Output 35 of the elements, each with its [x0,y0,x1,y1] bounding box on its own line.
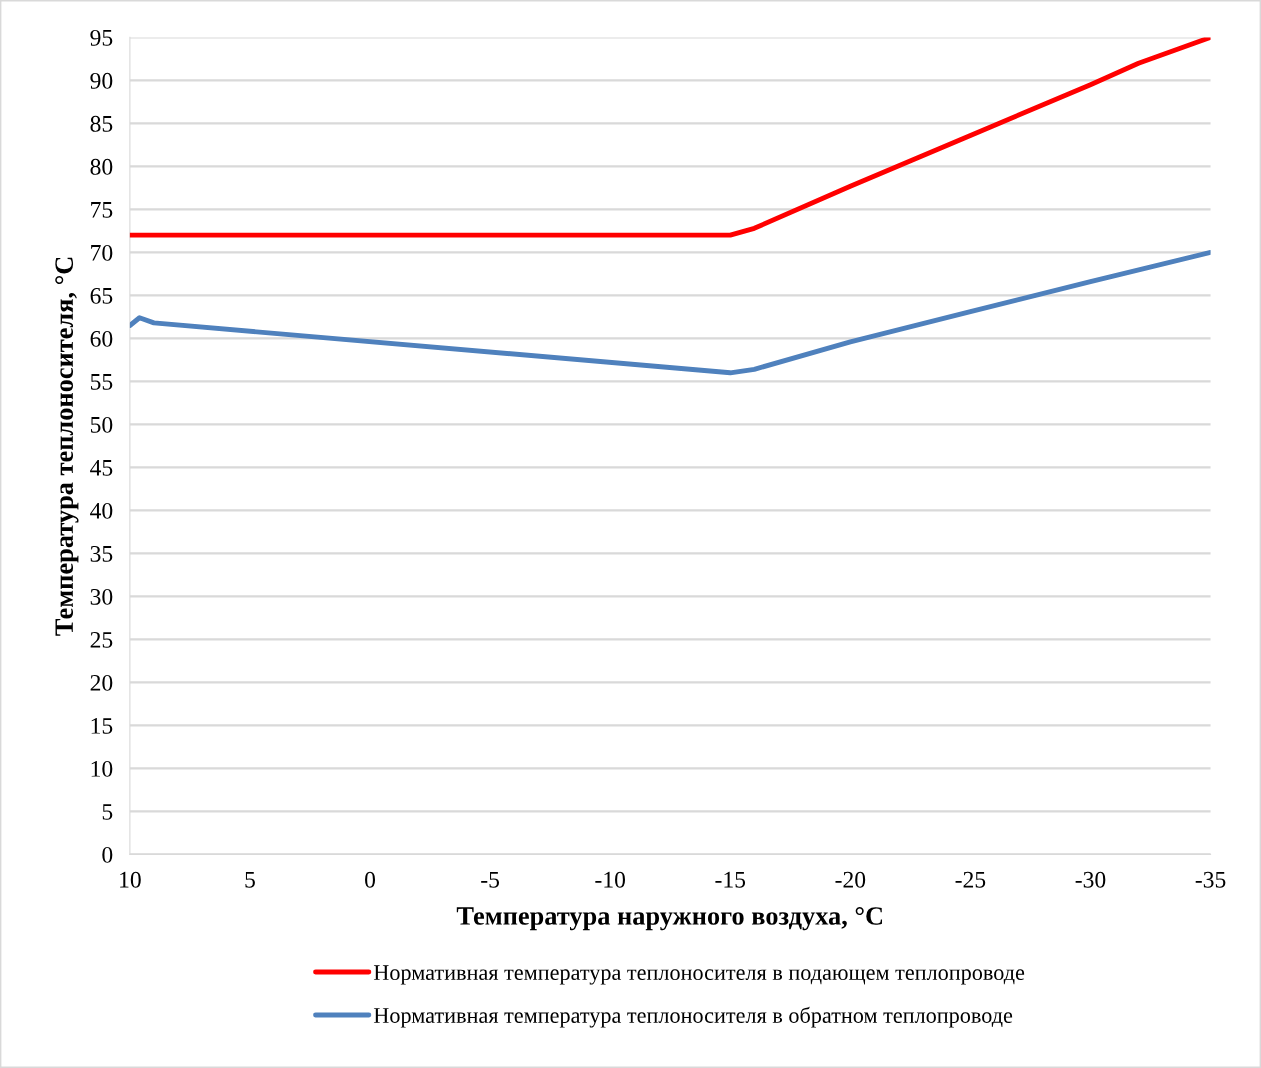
y-tick-label: 75 [91,202,113,218]
y-tick-label: 55 [90,374,113,390]
y-tick-label: 20 [90,674,113,691]
x-tick-label: 0 [365,871,376,888]
y-tick-label: 25 [90,631,113,648]
y-tick-label: 60 [90,330,113,347]
line-series [129,249,1211,376]
x-tick-label: -5 [481,871,500,888]
x-tick-label: -35 [1195,871,1226,888]
y-tick-label: 45 [90,460,113,476]
y-axis-title: Температура теплоносителя, °С [55,257,79,636]
y-tick-label: 35 [90,545,113,562]
legend-label: Нормативная температура теплоносителя в подающем теплопроводе [373,965,1025,985]
x-axis-title: Температура наружного воздуха, °С [456,907,883,931]
legend-label: Нормативная температура теплоносителя в обратном теплопроводе [373,1006,1013,1028]
y-tick-label: 65 [90,287,113,304]
y-tick-label: 90 [90,72,113,89]
y-tick-label: 85 [90,115,113,132]
x-tick-label: 10 [120,871,141,888]
x-tick-label: -10 [595,871,626,888]
y-tick-label: 15 [91,718,113,734]
x-tick-label: 5 [245,871,255,888]
x-tick-label: -20 [835,871,866,888]
y-tick-label: 5 [102,804,113,820]
y-tick-label: 95 [90,29,113,46]
y-tick-label: 50 [90,416,113,433]
y-tick-label: 30 [90,588,113,605]
x-tick-label: -30 [1075,871,1106,888]
y-tick-label: 80 [90,158,113,175]
y-tick-label: 0 [102,846,113,863]
y-tick-label: 40 [90,502,113,519]
y-tick-label: 10 [91,760,113,777]
x-tick-label: -25 [955,871,986,888]
y-tick-label: 70 [91,244,113,261]
x-tick-label: -15 [715,871,746,888]
